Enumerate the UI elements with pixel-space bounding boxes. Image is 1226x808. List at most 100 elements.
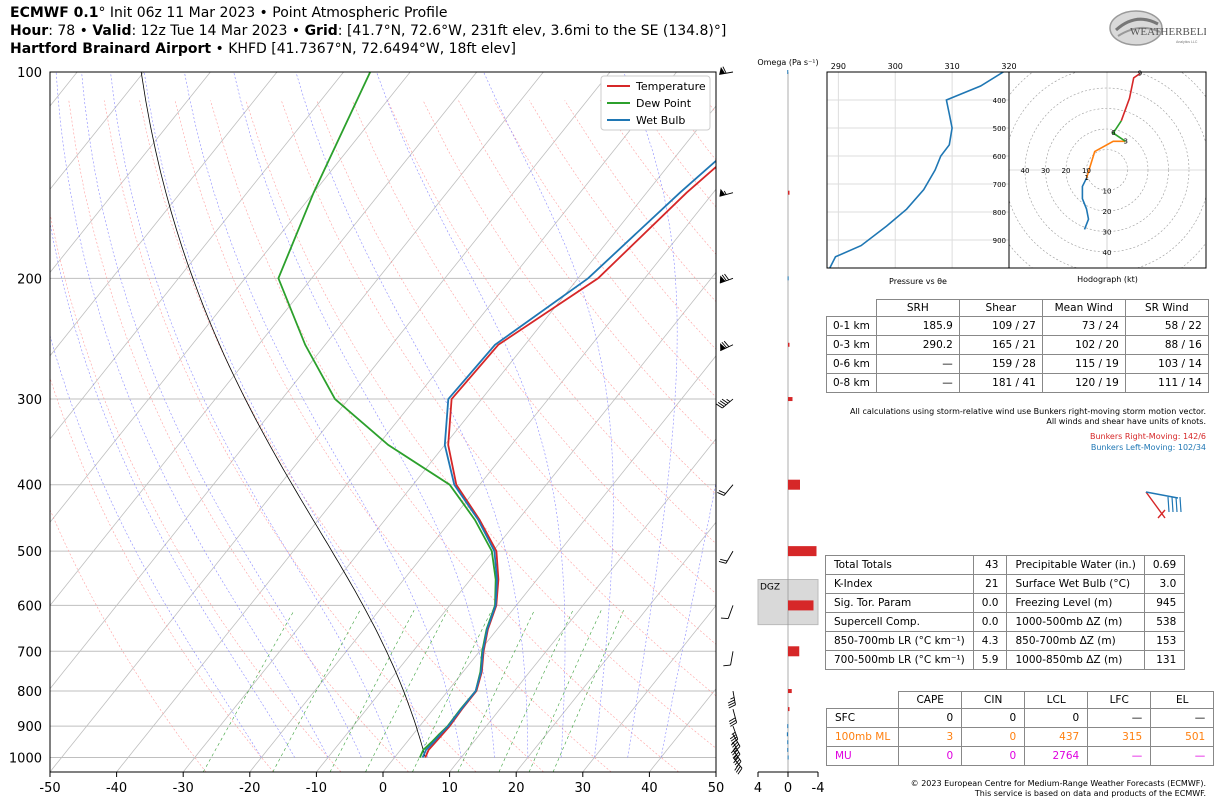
table-row: 700-500mb LR (°C km⁻¹) 5.9 1000-850mb ΔZ (… bbox=[825, 650, 1186, 670]
barb-shaft bbox=[719, 277, 734, 284]
hodograph-ring-label: 40 bbox=[1021, 167, 1030, 175]
mixing-ratio-line bbox=[272, 610, 361, 772]
pressure-tick-label: 400 bbox=[17, 479, 42, 494]
moist-adiabat-line bbox=[233, 72, 495, 758]
table-row: K-Index 21 Surface Wet Bulb (°C) 3.0 bbox=[825, 574, 1186, 594]
isotherm-line bbox=[382, 355, 716, 772]
mixing-ratio-line bbox=[528, 610, 602, 772]
table-cell: 538 bbox=[1143, 612, 1186, 632]
barb-full bbox=[720, 558, 728, 562]
temp-tick-label: 50 bbox=[708, 781, 725, 796]
barb-full bbox=[718, 490, 726, 494]
omega-tick-label: -4 bbox=[812, 781, 825, 796]
bunkers-lm-barb bbox=[1171, 496, 1174, 513]
dry-adiabat-line bbox=[50, 211, 342, 772]
isotherm-line bbox=[0, 72, 11, 772]
kinematics-table: SRH Shear Mean Wind SR Wind 0-1 km 185.9 109 /… bbox=[826, 299, 1209, 393]
pressure-tick-label: 200 bbox=[17, 272, 42, 287]
mixing-ratio-line bbox=[498, 610, 574, 772]
table-cell: 0 bbox=[961, 746, 1026, 766]
dry-adiabat-line bbox=[281, 100, 716, 697]
wind-barb bbox=[732, 757, 743, 775]
hodograph-height-label: 3 bbox=[1123, 137, 1127, 145]
table-row: 0-3 km 290.2 165 / 21 102 / 20 88 / 16 bbox=[826, 335, 1209, 355]
omega-bar bbox=[788, 397, 793, 402]
hodograph-chart: 10 10 20 20 30 30 40 40 1 36 9 Hodograph (kt) bbox=[1008, 70, 1207, 284]
theta-e-plot bbox=[829, 72, 1004, 268]
isotherm-line bbox=[50, 72, 145, 190]
wind-barb bbox=[715, 398, 734, 409]
table-header-cell: SRH bbox=[875, 299, 960, 317]
table-cell: 3 bbox=[898, 727, 963, 747]
barb-full bbox=[728, 704, 736, 709]
table-cell: — bbox=[1150, 746, 1215, 766]
table-header-cell: CIN bbox=[961, 691, 1026, 709]
hodograph-segment bbox=[1112, 120, 1126, 142]
barb-flag bbox=[719, 188, 726, 197]
moist-adiabat-line bbox=[623, 72, 678, 758]
legend-box bbox=[600, 75, 711, 131]
barb-full bbox=[734, 746, 741, 752]
table-cell: 58 / 22 bbox=[1124, 316, 1209, 336]
table-cell: 115 / 19 bbox=[1041, 354, 1126, 374]
barb-full bbox=[717, 492, 725, 496]
model-name: ECMWF 0.1 bbox=[10, 5, 99, 21]
barb-shaft bbox=[730, 651, 734, 666]
theta-e-pressure-label: 500 bbox=[993, 125, 1006, 133]
kinematics-note-1: All calculations using storm-relative wi… bbox=[849, 407, 1206, 416]
barb-full bbox=[730, 722, 737, 727]
bunkers-lm-vector bbox=[1145, 491, 1179, 499]
hour-value: : 78 • bbox=[48, 23, 93, 39]
isotherm-line bbox=[515, 521, 716, 772]
isotherm-line bbox=[249, 188, 716, 772]
table-header-row: SRH Shear Mean Wind SR Wind bbox=[827, 299, 1209, 317]
table-cell: 0-1 km bbox=[826, 316, 877, 336]
barb-full bbox=[722, 66, 727, 74]
table-cell: 0-3 km bbox=[826, 335, 877, 355]
omega-bar bbox=[787, 724, 789, 729]
theta-e-pressure-label: 800 bbox=[993, 209, 1006, 217]
moist-adiabat-line bbox=[50, 221, 295, 758]
table-cell: — bbox=[1087, 746, 1152, 766]
barb-full bbox=[735, 766, 741, 773]
table-cell: 0 bbox=[1024, 708, 1089, 728]
omega-bar bbox=[788, 646, 800, 657]
barb-full bbox=[733, 757, 739, 764]
table-row: 0-1 km 185.9 109 / 27 73 / 24 58 / 22 bbox=[826, 316, 1209, 336]
temp-tick-label: -30 bbox=[173, 781, 194, 796]
parcel-table: CAPE CIN LCL LFC EL SFC 0 0 0— —100mb ML 3 0 437 315 5… bbox=[825, 691, 1215, 766]
wind-barb bbox=[732, 749, 742, 768]
table-row: MU 0 0 2764— — bbox=[825, 746, 1215, 766]
hodograph-height-label: 6 bbox=[1111, 129, 1116, 137]
table-header-cell: LFC bbox=[1087, 691, 1152, 709]
barb-shaft bbox=[727, 605, 734, 619]
footer-copyright: © 2023 European Centre for Medium-Range … bbox=[910, 779, 1206, 788]
table-cell: 159 / 28 bbox=[958, 354, 1043, 374]
series-dew-point-line bbox=[277, 72, 497, 758]
wind-barb bbox=[719, 273, 734, 284]
barb-flag bbox=[720, 343, 726, 351]
hodograph-frame bbox=[1008, 71, 1207, 269]
table-cell: 945 bbox=[1143, 593, 1186, 613]
moist-adiabat-line bbox=[184, 72, 462, 758]
bunkers-rm-text: Bunkers Right-Moving: 142/6 bbox=[1089, 432, 1206, 441]
barb-full bbox=[718, 561, 727, 564]
dry-adiabat-line bbox=[139, 100, 544, 772]
moist-adiabat-line bbox=[55, 72, 329, 758]
isotherm-line bbox=[582, 604, 716, 772]
pressure-tick-label: 1000 bbox=[9, 751, 42, 766]
dry-adiabat-line bbox=[103, 100, 477, 772]
wind-barb bbox=[727, 690, 736, 709]
bunkers-rm-vector-tick bbox=[1157, 509, 1166, 519]
omega-bar bbox=[788, 707, 790, 712]
bunkers-lm-barb bbox=[1167, 496, 1170, 513]
hodograph-plot bbox=[1009, 72, 1206, 268]
storm-motion-vectors bbox=[1145, 491, 1182, 519]
legend-label: Dew Point bbox=[636, 97, 692, 110]
omega-bar bbox=[787, 276, 789, 281]
station-details: • KHFD [41.7367°N, 72.6494°W, 18ft elev] bbox=[211, 41, 516, 57]
omega-tick-label: 0 bbox=[784, 781, 792, 796]
table-cell: Surface Wet Bulb (°C) bbox=[1006, 574, 1145, 594]
table-cell: Sig. Tor. Param bbox=[825, 593, 974, 613]
